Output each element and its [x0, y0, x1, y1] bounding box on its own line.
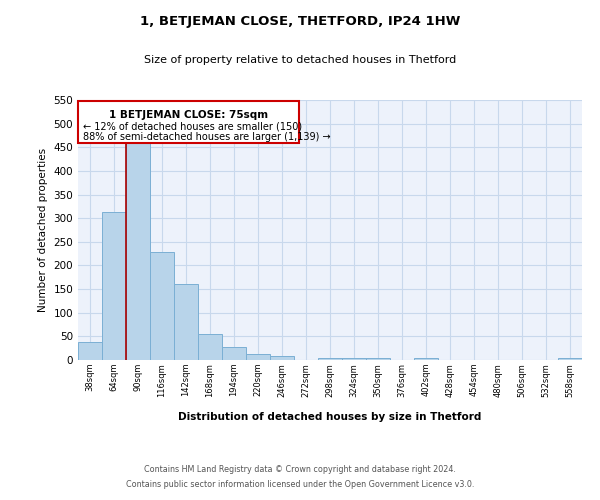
Bar	[102, 212, 126, 360]
Text: Contains HM Land Registry data © Crown copyright and database right 2024.: Contains HM Land Registry data © Crown c…	[144, 465, 456, 474]
Bar	[174, 284, 198, 360]
Bar	[270, 356, 294, 360]
Bar	[198, 334, 222, 360]
Bar	[222, 347, 246, 360]
Bar	[126, 144, 150, 360]
Bar	[366, 358, 390, 360]
Bar	[558, 358, 582, 360]
Text: ← 12% of detached houses are smaller (150): ← 12% of detached houses are smaller (15…	[83, 122, 302, 132]
Bar	[414, 358, 438, 360]
Bar	[78, 342, 102, 360]
Text: Distribution of detached houses by size in Thetford: Distribution of detached houses by size …	[178, 412, 482, 422]
Text: Contains public sector information licensed under the Open Government Licence v3: Contains public sector information licen…	[126, 480, 474, 489]
Bar	[318, 358, 342, 360]
Text: 1, BETJEMAN CLOSE, THETFORD, IP24 1HW: 1, BETJEMAN CLOSE, THETFORD, IP24 1HW	[140, 15, 460, 28]
Text: 88% of semi-detached houses are larger (1,139) →: 88% of semi-detached houses are larger (…	[83, 132, 331, 142]
Y-axis label: Number of detached properties: Number of detached properties	[38, 148, 48, 312]
FancyBboxPatch shape	[79, 101, 299, 142]
Text: Size of property relative to detached houses in Thetford: Size of property relative to detached ho…	[144, 55, 456, 65]
Bar	[342, 358, 366, 360]
Text: 1 BETJEMAN CLOSE: 75sqm: 1 BETJEMAN CLOSE: 75sqm	[109, 110, 268, 120]
Bar	[150, 252, 174, 360]
Bar	[246, 354, 270, 360]
